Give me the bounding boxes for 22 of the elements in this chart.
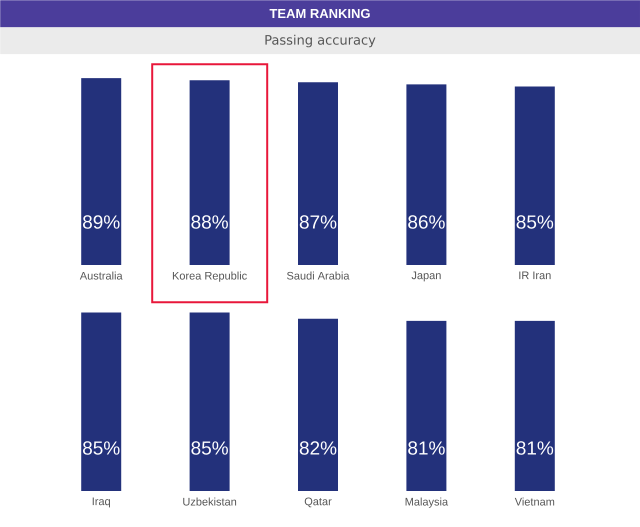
chart-subtitle: Passing accuracy <box>265 34 376 48</box>
x-tick-label: Malaysia <box>406 498 448 508</box>
chart-title: TEAM RANKING <box>270 8 370 18</box>
x-tick-label: Australia <box>80 272 123 280</box>
data-label: 81% <box>408 441 445 455</box>
x-tick-label: Saudi Arabia <box>287 272 350 280</box>
x-tick-label: Uzbekistan <box>183 498 236 506</box>
data-label: 85% <box>516 215 554 229</box>
x-tick-label: Qatar <box>304 498 332 508</box>
x-tick-label: Iraq <box>92 498 110 508</box>
data-label: 85% <box>191 441 228 455</box>
data-label: 81% <box>516 441 554 455</box>
data-label: 89% <box>83 215 120 229</box>
data-label: 87% <box>300 215 336 229</box>
data-label: 82% <box>300 441 336 455</box>
x-tick-label: Vietnam <box>514 498 554 506</box>
x-tick-label: Korea Republic <box>172 272 247 282</box>
data-label: 85% <box>83 441 120 455</box>
x-tick-label: IR Iran <box>519 272 551 280</box>
data-label: 86% <box>408 215 445 229</box>
data-label: 88% <box>191 215 228 229</box>
x-tick-label: Japan <box>412 272 441 282</box>
